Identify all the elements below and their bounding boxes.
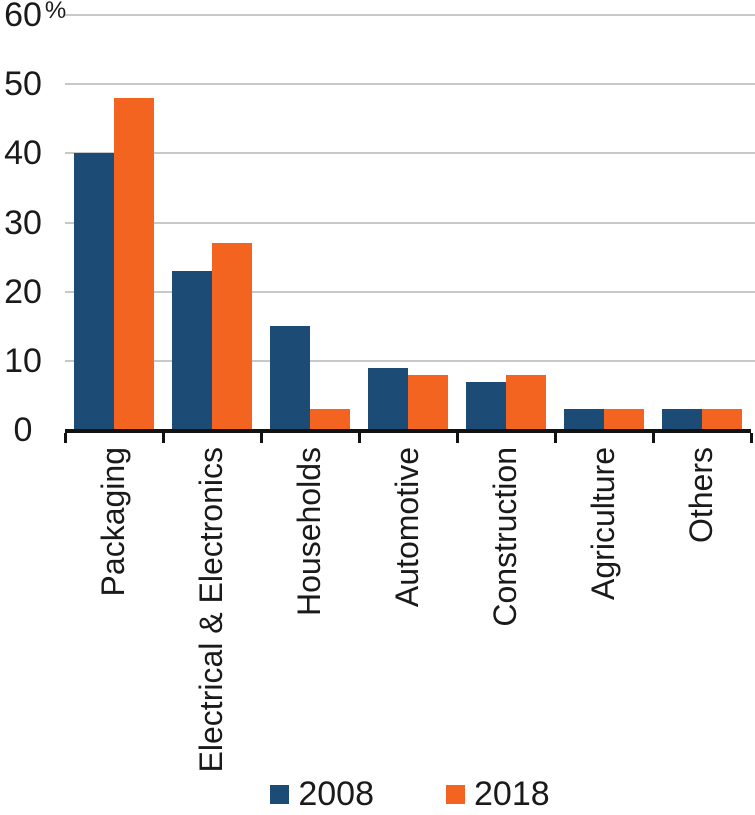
x-axis-tick (651, 433, 655, 443)
x-label-electrical-electronics: Electrical & Electronics (163, 447, 261, 779)
gridline-20 (65, 290, 755, 293)
gridline-40 (65, 152, 755, 155)
x-label-agriculture: Agriculture (555, 447, 653, 779)
x-label-text: Households (291, 447, 328, 616)
x-axis-line (65, 429, 751, 433)
y-tick-label-50: 50 (0, 64, 46, 104)
x-axis-tick (259, 433, 263, 443)
legend-swatch-2008 (270, 785, 290, 804)
x-axis-tick (455, 433, 459, 443)
legend-swatch-2018 (446, 785, 465, 804)
gridline-60 (65, 14, 755, 16)
bar-2018-households (310, 409, 350, 430)
bar-2008-electrical-electronics (172, 271, 212, 430)
y-tick-label-30: 30 (0, 203, 46, 243)
legend-label: 2008 (298, 775, 374, 813)
x-label-text: Others (683, 447, 720, 544)
x-label-packaging: Packaging (65, 447, 163, 779)
x-label-text: Automotive (389, 447, 426, 608)
bar-2008-households (270, 326, 310, 430)
bar-2018-automotive (408, 375, 448, 430)
bar-group-construction (457, 0, 555, 430)
x-label-text: Agriculture (585, 447, 622, 600)
bar-2018-construction (506, 375, 546, 430)
x-axis-tick (63, 433, 67, 443)
x-label-others: Others (653, 447, 751, 779)
legend-item-2008: 2008 (270, 775, 374, 814)
legend-label: 2018 (474, 775, 550, 813)
chart-legend: 2008 2018 (65, 775, 755, 814)
x-axis-tick (553, 433, 557, 443)
x-label-text: Electrical & Electronics (193, 447, 230, 773)
x-axis-tick (749, 433, 753, 443)
y-tick-value: 60% (4, 0, 66, 34)
bar-group-automotive (359, 0, 457, 430)
y-tick-value: 30 (4, 203, 42, 242)
bar-2018-electrical-electronics (212, 243, 252, 430)
bar-2018-agriculture (604, 409, 644, 430)
bar-group-agriculture (555, 0, 653, 430)
legend-item-2018: 2018 (446, 775, 550, 814)
bar-group-packaging (65, 0, 163, 430)
gridline-50 (65, 83, 755, 86)
y-axis-percent-suffix: % (44, 0, 67, 24)
y-tick-value: 0 (13, 411, 33, 449)
x-label-households: Households (261, 447, 359, 779)
y-tick-value: 40 (4, 134, 42, 173)
y-tick-value: 20 (4, 272, 42, 311)
bar-2018-others (702, 409, 742, 430)
y-tick-label-40: 40 (0, 133, 46, 173)
x-axis-tick (161, 433, 165, 443)
x-label-text: Construction (487, 447, 524, 627)
bar-2008-automotive (368, 368, 408, 430)
gridline-30 (65, 221, 755, 224)
bar-group-electrical-electronics (163, 0, 261, 430)
bar-2008-construction (466, 382, 506, 430)
y-tick-label-60: 60% (0, 0, 66, 35)
bar-2008-others (662, 409, 702, 430)
gridline-10 (65, 359, 755, 362)
x-axis-tick (357, 433, 361, 443)
y-tick-label-0: 0 (0, 410, 46, 450)
bar-group-households (261, 0, 359, 430)
bar-group-others (653, 0, 751, 430)
bar-2018-packaging (114, 98, 154, 430)
y-tick-label-20: 20 (0, 272, 46, 312)
y-tick-value: 50 (4, 65, 42, 104)
y-tick-label-10: 10 (0, 341, 46, 381)
x-label-construction: Construction (457, 447, 555, 779)
y-tick-value: 10 (4, 341, 42, 380)
x-label-automotive: Automotive (359, 447, 457, 779)
bar-2008-packaging (74, 153, 114, 430)
bar-2008-agriculture (564, 409, 604, 430)
x-label-text: Packaging (95, 447, 132, 597)
